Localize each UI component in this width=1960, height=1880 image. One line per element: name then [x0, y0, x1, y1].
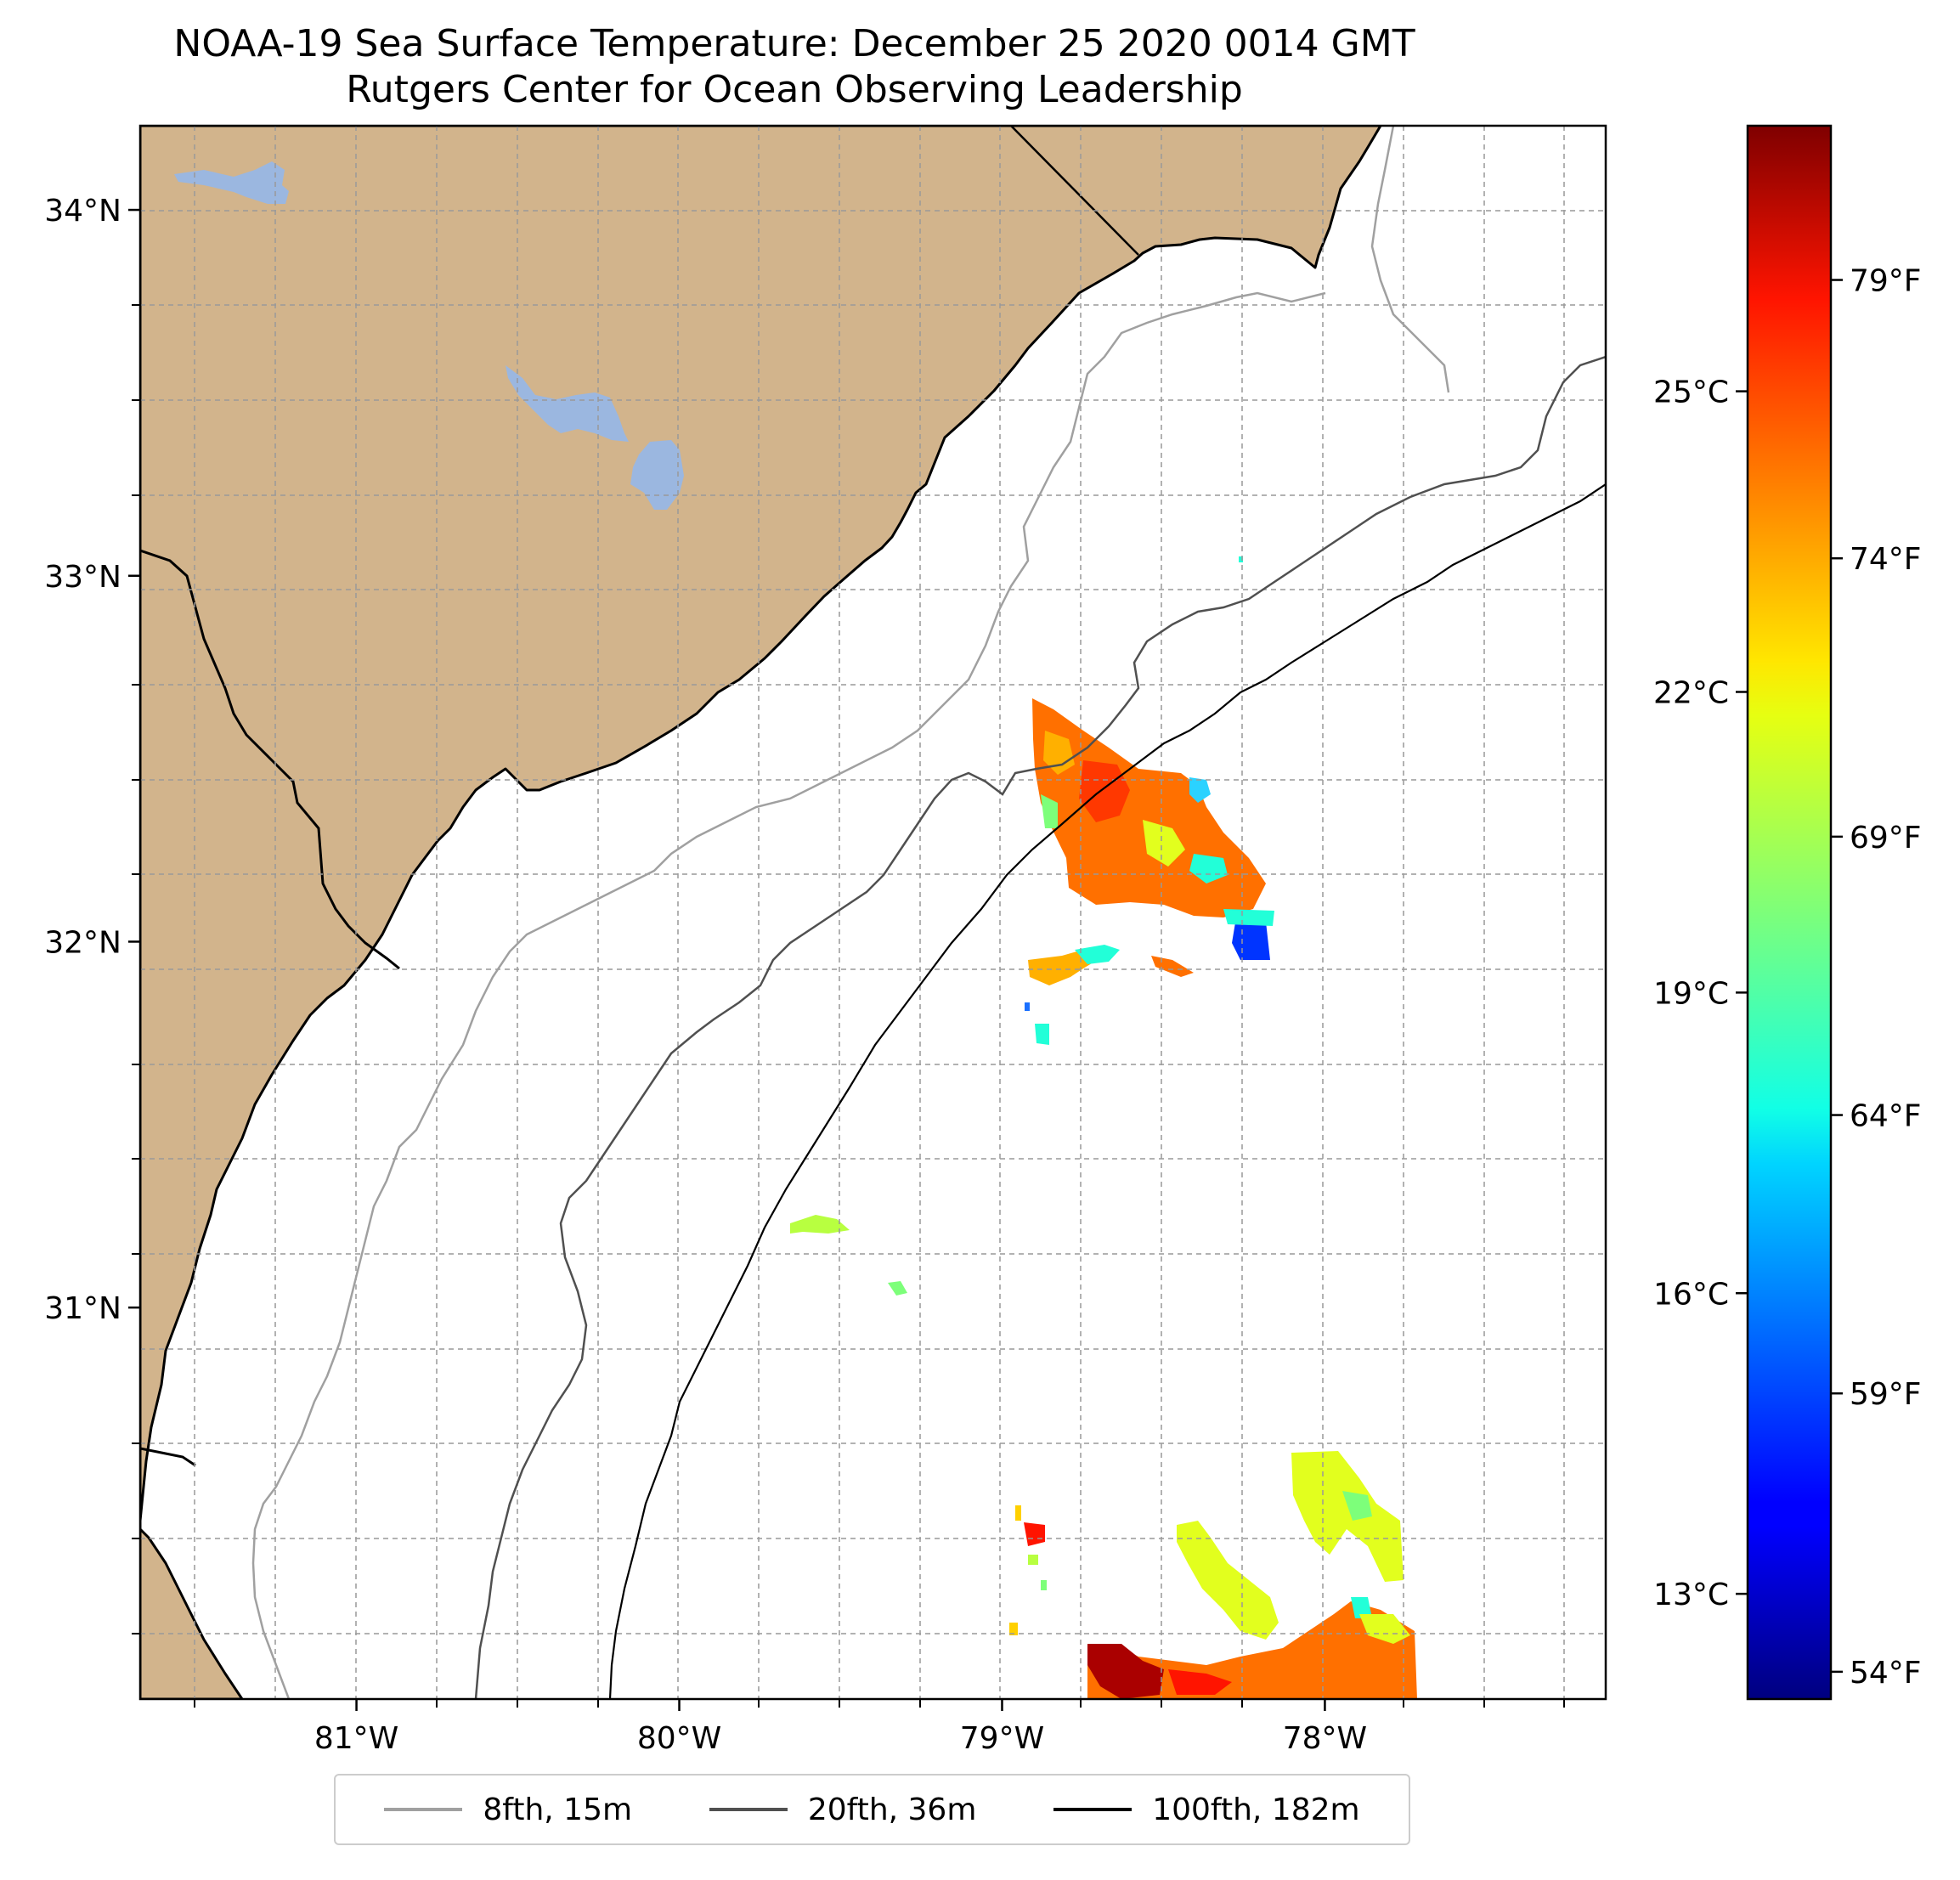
gridlines: [140, 126, 1606, 1699]
legend-label: 20fth, 36m: [807, 1792, 977, 1827]
legend-swatch: [1053, 1808, 1133, 1811]
legend-label: 8fth, 15m: [483, 1792, 633, 1827]
legend-item: 20fth, 36m: [709, 1792, 977, 1827]
sst-patch: [1028, 1555, 1038, 1565]
colorbar-fahrenheit-label: 54°F: [1850, 1656, 1922, 1691]
legend-swatch: [384, 1808, 463, 1811]
sst-patch: [1189, 854, 1228, 884]
sst-patch: [1075, 945, 1120, 964]
lake: [630, 440, 684, 510]
sst-patch: [1351, 1597, 1372, 1618]
river-line: [140, 1447, 196, 1467]
colorbar-celsius-axis: 25°C 22°C 19°C 16°C 13°C: [1653, 375, 1748, 1612]
colorbar-frame: [1746, 124, 1833, 1701]
sst-patch: [1079, 760, 1130, 822]
longitude-tick-label: 79°W: [960, 1721, 1044, 1756]
minor-ticks: [132, 304, 1565, 1708]
colorbar-celsius-label: 22°C: [1653, 675, 1729, 710]
sst-patch: [790, 1215, 850, 1234]
sst-patch: [1043, 731, 1075, 775]
longitude-axis: 81°W 80°W 79°W 78°W: [314, 1699, 1367, 1756]
colorbar-celsius-label: 19°C: [1653, 976, 1729, 1011]
colorbar-fahrenheit-label: 74°F: [1850, 542, 1922, 577]
legend-item: 100fth, 182m: [1053, 1792, 1360, 1827]
sst-patch: [1342, 1491, 1372, 1521]
sst-patch: [1015, 1505, 1021, 1521]
sst-patch: [1291, 1451, 1404, 1582]
colorbar-fahrenheit-label: 79°F: [1850, 264, 1922, 299]
longitude-tick-label: 80°W: [637, 1721, 721, 1756]
lake: [174, 161, 289, 204]
sst-patch: [1168, 1669, 1232, 1695]
sst-patch: [1041, 1580, 1047, 1590]
isobath-100fth-182m: [608, 483, 1606, 1699]
sst-patch: [888, 1281, 907, 1296]
latitude-tick-label: 32°N: [44, 925, 121, 960]
isobath-20fth-36m: [474, 355, 1606, 1699]
sst-patch: [1025, 1002, 1030, 1011]
land-mass: [140, 126, 1382, 1699]
legend-swatch: [709, 1808, 788, 1811]
map-subtitle: Rutgers Center for Ocean Observing Leade…: [346, 68, 1243, 111]
isobath-8fth-15m: [251, 126, 1450, 1699]
colorbar-celsius-label: 25°C: [1653, 375, 1729, 410]
sst-patches: [790, 556, 1417, 1699]
sst-patch: [1359, 1614, 1410, 1644]
sst-patch: [1087, 1601, 1417, 1699]
sst-patch: [1177, 1521, 1279, 1640]
colorbar-fahrenheit-axis: 79°F 74°F 69°F 64°F 59°F 54°F: [1831, 264, 1922, 1691]
sst-patch: [1035, 1024, 1049, 1045]
legend-item: 8fth, 15m: [384, 1792, 632, 1827]
latitude-tick-label: 34°N: [44, 194, 121, 229]
colorbar-fahrenheit-label: 64°F: [1850, 1099, 1922, 1134]
latitude-tick-label: 33°N: [44, 560, 121, 595]
river-line: [140, 549, 400, 970]
map-area: [140, 126, 1606, 1699]
longitude-tick-label: 78°W: [1283, 1721, 1367, 1756]
legend-label: 100fth, 182m: [1152, 1792, 1360, 1827]
colorbar-celsius-label: 13°C: [1653, 1578, 1729, 1612]
state-border: [1010, 126, 1139, 256]
map-title: NOAA-19 Sea Surface Temperature: Decembe…: [173, 22, 1415, 65]
sst-patch: [1024, 1522, 1045, 1546]
latitude-axis: 34°N 33°N 32°N 31°N: [44, 194, 140, 1326]
sst-patch: [1009, 1623, 1018, 1635]
latitude-tick-label: 31°N: [44, 1291, 121, 1326]
sst-patch: [1223, 909, 1274, 926]
sst-patch: [1041, 794, 1058, 828]
colorbar-celsius-label: 16°C: [1653, 1277, 1729, 1312]
sst-patch: [1189, 777, 1211, 803]
colorbar-fahrenheit-label: 59°F: [1850, 1377, 1922, 1412]
sst-patch: [1143, 820, 1185, 867]
map-frame: [138, 124, 1607, 1701]
sst-patch: [1087, 1644, 1164, 1699]
isobath-legend: 8fth, 15m 20fth, 36m 100fth, 182m: [334, 1774, 1410, 1845]
colorbar-fahrenheit-label: 69°F: [1850, 821, 1922, 855]
longitude-tick-label: 81°W: [314, 1721, 398, 1756]
colorbar: [1748, 126, 1831, 1699]
lake: [506, 365, 629, 442]
